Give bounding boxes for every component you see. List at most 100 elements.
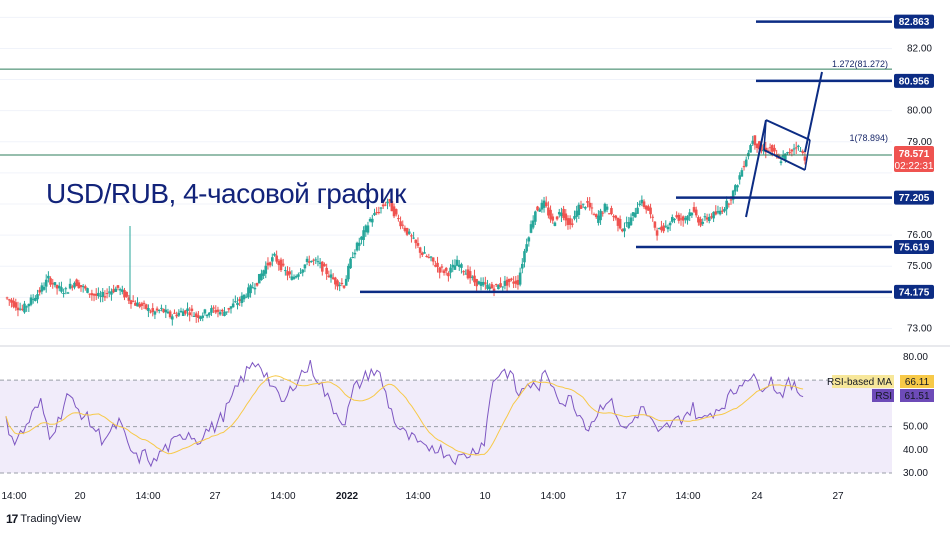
candle-body [166,311,170,314]
candle-body [281,263,285,266]
candle-body [625,222,628,224]
candle-body [457,264,461,267]
candle-body [55,284,59,289]
candle-body [364,225,368,233]
time-tick-label: 10 [479,491,491,502]
candle-body [792,148,796,150]
candle-body [573,216,576,219]
candle-body [692,207,696,212]
candle-body [755,143,759,149]
candle-body [347,265,350,280]
candle-body [510,278,513,280]
candle-body [318,262,322,264]
candle-body [727,203,731,205]
candle-body [90,293,94,296]
candle-body [301,269,305,273]
candle-body [679,218,683,220]
candle-body [701,221,705,224]
candle-body [214,310,218,313]
candle-body [164,309,168,313]
candle-body [325,267,328,275]
candle-body [651,216,655,218]
candle-body [540,202,544,210]
candle-body [788,152,791,154]
candle-body [555,216,559,220]
candle-body [75,279,78,287]
time-tick-label: 14:00 [270,491,295,502]
candle-body [29,297,33,305]
candle-body [321,261,324,272]
candle-body [436,262,439,268]
time-tick-label: 24 [751,491,763,502]
level-badge [894,190,934,205]
candle-body [642,201,646,208]
time-tick-label: 27 [209,491,221,502]
candle-body [597,215,600,223]
candle-body [197,315,200,318]
candle-body [264,265,268,274]
candle-body [114,288,118,292]
candle-body [275,255,278,262]
candle-body [514,280,518,284]
candle-body [138,304,141,307]
candle-body [497,284,500,290]
candle-body [592,214,596,216]
candle-body [605,206,609,210]
candle-body [431,257,435,262]
time-tick-label: 14:00 [540,491,565,502]
candle-body [688,212,691,217]
tradingview-brand-label: TradingView [20,513,81,525]
candle-body [110,291,113,295]
candle-body [664,225,668,227]
candle-body [399,221,402,227]
candle-body [742,165,746,168]
candle-body [640,199,644,204]
candle-body [740,170,744,177]
candle-body [92,294,96,296]
candle-body [184,310,187,314]
candle-body [357,242,361,246]
candle-body [157,310,161,312]
candle-body [353,252,357,255]
candle-body [475,279,478,287]
candle-body [225,311,228,313]
candle-body [179,310,183,313]
candle-body [329,274,333,278]
candle-body [231,303,235,308]
candle-body [444,267,448,271]
candle-body [131,300,135,302]
candle-body [194,313,198,318]
candle-body [451,264,455,268]
candle-body [21,308,24,310]
time-tick-label: 2022 [336,491,359,502]
candle-body [712,211,715,219]
candle-body [797,145,800,147]
level-badge-label: 75.619 [899,242,930,253]
candle-body [160,307,163,309]
candle-body [653,221,657,228]
candle-body [81,286,85,288]
candle-body [268,262,272,266]
candle-body [279,259,283,271]
candle-body [481,281,485,286]
candle-body [649,207,652,215]
candle-body [94,293,98,296]
candle-body [310,260,313,262]
candle-body [518,272,522,285]
candle-body [773,147,776,152]
candle-body [438,267,441,273]
rsi-value-label: 61.51 [904,391,929,402]
candle-body [738,175,741,180]
candle-body [449,267,452,273]
candle-body [129,300,133,305]
candle-body [286,271,289,276]
candle-body [505,279,509,286]
tradingview-logo[interactable]: 17 TradingView [6,512,81,526]
candle-body [536,206,539,211]
candle-body [136,302,139,307]
fib-label: 1(78.894) [849,133,888,143]
price-tick-label: 82.00 [907,43,932,54]
candle-body [621,229,624,232]
candle-body [423,252,426,254]
